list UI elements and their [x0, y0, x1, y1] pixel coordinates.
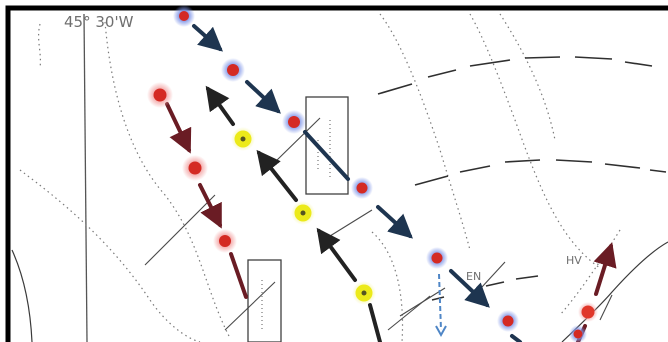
contour-dash: [624, 61, 653, 67]
contour-dash: [414, 175, 449, 186]
station-label-hv: HV: [566, 254, 582, 267]
red-station-dot-icon: [497, 310, 519, 332]
track-arrow: [593, 242, 617, 296]
red-station-dot-icon: [351, 177, 373, 199]
track-arrow: [376, 205, 413, 239]
vertical-flow-arrowhead: [435, 325, 447, 338]
red-station-dot-icon: [147, 82, 173, 108]
contour-line: [37, 23, 42, 69]
contour-line: [379, 13, 471, 251]
track-segment: [303, 130, 350, 181]
sand-wave-box-marks: [261, 120, 331, 330]
red-station-dot-icon: [182, 155, 208, 181]
red-station-dot-icon: [282, 110, 306, 134]
sand-wave-box: [305, 96, 349, 195]
navy-stations: [173, 5, 519, 332]
red-station-dot-icon: [221, 58, 245, 82]
contour-line: [19, 169, 201, 342]
contour-dash: [485, 281, 505, 287]
track-arrow: [245, 80, 281, 114]
track-arrow: [205, 85, 235, 126]
yellow-station-dot-icon: [291, 201, 315, 225]
vertical-flow-arrow: [438, 273, 442, 331]
dotted-contours: [19, 13, 621, 342]
track-segment: [229, 252, 248, 299]
contour-dash: [504, 159, 541, 163]
contour-line: [11, 249, 33, 342]
contour-line: [469, 13, 601, 269]
maroon-stations: [147, 82, 598, 342]
track-arrow: [192, 24, 223, 52]
contour-dash: [515, 275, 539, 280]
red-station-dot-icon: [426, 247, 448, 269]
contour-dash: [555, 159, 593, 163]
contour-dash: [459, 165, 491, 173]
track-segment: [368, 303, 382, 342]
sand-wave-box: [247, 259, 282, 342]
ridge-line: [599, 294, 613, 321]
dashed-contours: [377, 56, 667, 301]
map-frame: [5, 5, 668, 342]
red-station-dot-icon: [213, 229, 237, 253]
contour-dash: [431, 296, 445, 301]
contour-dash: [469, 59, 511, 67]
contour-line: [499, 13, 556, 141]
contour-dash: [427, 69, 457, 78]
contour-dash: [377, 83, 413, 95]
ridge-line: [274, 117, 321, 163]
red-station-dot-icon: [173, 5, 195, 27]
yellow-station-dot-icon: [231, 127, 255, 151]
longitude-label: 45° 30'W: [64, 13, 134, 31]
ridge-line: [144, 194, 216, 266]
maroon-track: [165, 102, 248, 299]
yellow-stations: [231, 127, 376, 305]
contour-line: [104, 21, 231, 339]
contour-dash: [524, 56, 561, 59]
ridge-lines: [144, 117, 613, 331]
track-fragment: [510, 334, 522, 342]
red-station-dot-icon: [578, 302, 598, 322]
track-arrow: [449, 269, 490, 308]
sand-wave-boxes: [247, 96, 349, 342]
black-track: [205, 85, 382, 342]
contour-dash: [574, 56, 613, 60]
navy-track: [192, 24, 490, 308]
track-arrow: [198, 183, 222, 229]
track-arrow: [256, 149, 298, 202]
contour-dash: [604, 163, 641, 169]
contour-dash: [649, 169, 667, 173]
station-label-en: EN: [466, 270, 481, 283]
ridge-line: [399, 287, 446, 317]
track-arrow: [316, 227, 357, 282]
ridge-line: [224, 281, 276, 331]
meridian-line: [83, 13, 88, 342]
yellow-station-dot-icon: [352, 281, 376, 305]
track-arrow: [165, 102, 192, 154]
contour-line: [371, 231, 404, 342]
ridge-line: [329, 209, 373, 237]
red-station-dot-icon: [569, 325, 587, 342]
